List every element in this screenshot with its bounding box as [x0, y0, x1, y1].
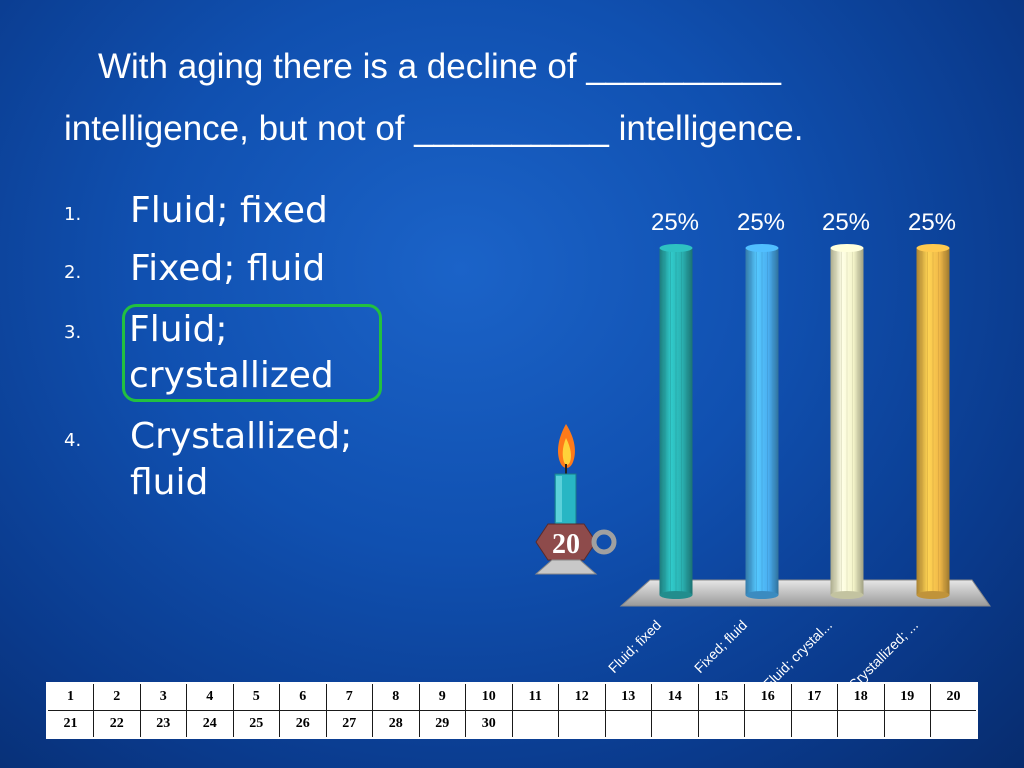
bar-value-label: 25%: [737, 209, 785, 236]
bar-3: [830, 244, 864, 599]
participant-cell: 8: [372, 682, 420, 711]
participant-cell: 10: [465, 682, 513, 711]
participant-cell: 29: [418, 710, 466, 739]
answer-number: 2.: [64, 262, 82, 283]
answer-text: Fixed; fluid: [130, 248, 326, 289]
answer-number: 4.: [64, 430, 82, 451]
participant-cell: [790, 710, 838, 739]
participant-row: 1 2 3 4 5 6 7 8 9 10 11 12 13 14 15 16 17 18 19 20: [46, 682, 978, 711]
candle-timer-icon: 20: [534, 424, 617, 575]
answer-text: Fluid; crystallized: [122, 304, 382, 402]
participant-cell: [651, 710, 699, 739]
participant-cell: 27: [325, 710, 373, 739]
answer-option-4[interactable]: 4. Crystallized; fluid: [62, 414, 442, 506]
question-line-1: With aging there is a decline of _______…: [98, 47, 781, 86]
participant-cell: [930, 710, 978, 739]
participant-row: 21 22 23 24 25 26 27 28 29 30: [46, 710, 978, 739]
category-label: Fluid; crystal...: [760, 617, 835, 692]
category-label: Fixed; fluid: [691, 617, 750, 676]
participant-cell: [511, 710, 559, 739]
bar-value-label: 25%: [651, 209, 699, 236]
participant-cell: 26: [279, 710, 327, 739]
answer-number: 1.: [64, 204, 82, 225]
bar-1: [659, 244, 693, 599]
participant-cell: [558, 710, 606, 739]
participant-cell: 7: [325, 682, 373, 711]
participant-cell: 23: [139, 710, 187, 739]
participant-cell: 5: [232, 682, 280, 711]
category-label: Fluid; fixed: [605, 617, 664, 676]
answer-text: Fluid; fixed: [130, 190, 328, 231]
answer-option-3-correct[interactable]: 3. Fluid; crystallized: [62, 304, 442, 402]
participant-cell: [697, 710, 745, 739]
countdown-number: 20: [552, 529, 580, 560]
participant-cell: 14: [651, 682, 699, 711]
participant-cell: 16: [744, 682, 792, 711]
chart-floor: [619, 579, 991, 607]
participant-grid: 1 2 3 4 5 6 7 8 9 10 11 12 13 14 15 16 17 18 19 20 21 22 23 24…: [46, 682, 978, 739]
participant-cell: 25: [232, 710, 280, 739]
participant-cell: 20: [930, 682, 978, 711]
participant-cell: 6: [279, 682, 327, 711]
answer-number: 3.: [64, 322, 82, 343]
bar-4: [916, 244, 950, 599]
participant-cell: 24: [186, 710, 234, 739]
bar-value-label: 25%: [908, 209, 956, 236]
participant-cell: 17: [790, 682, 838, 711]
question-title: With aging there is a decline of _______…: [40, 36, 940, 160]
participant-cell: 19: [883, 682, 931, 711]
participant-cell: 21: [46, 710, 94, 739]
participant-cell: 3: [139, 682, 187, 711]
participant-cell: 30: [465, 710, 513, 739]
answer-text: Crystallized; fluid: [130, 416, 353, 503]
bar-value-label: 25%: [822, 209, 870, 236]
question-line-2: intelligence, but not of __________ inte…: [64, 109, 804, 148]
participant-cell: 13: [604, 682, 652, 711]
participant-cell: 11: [511, 682, 559, 711]
participant-cell: [604, 710, 652, 739]
answer-list: 1. Fluid; fixed 2. Fixed; fluid 3. Fluid…: [62, 188, 442, 518]
answer-option-2[interactable]: 2. Fixed; fluid: [62, 246, 442, 292]
participant-cell: [744, 710, 792, 739]
participant-cell: 12: [558, 682, 606, 711]
participant-cell: [883, 710, 931, 739]
participant-cell: 9: [418, 682, 466, 711]
answer-option-1[interactable]: 1. Fluid; fixed: [62, 188, 442, 234]
participant-cell: 28: [372, 710, 420, 739]
participant-cell: [837, 710, 885, 739]
participant-cell: 4: [186, 682, 234, 711]
bar-2: [745, 244, 779, 599]
participant-cell: 1: [46, 682, 94, 711]
participant-cell: 18: [837, 682, 885, 711]
participant-cell: 2: [93, 682, 141, 711]
participant-cell: 15: [697, 682, 745, 711]
participant-cell: 22: [93, 710, 141, 739]
